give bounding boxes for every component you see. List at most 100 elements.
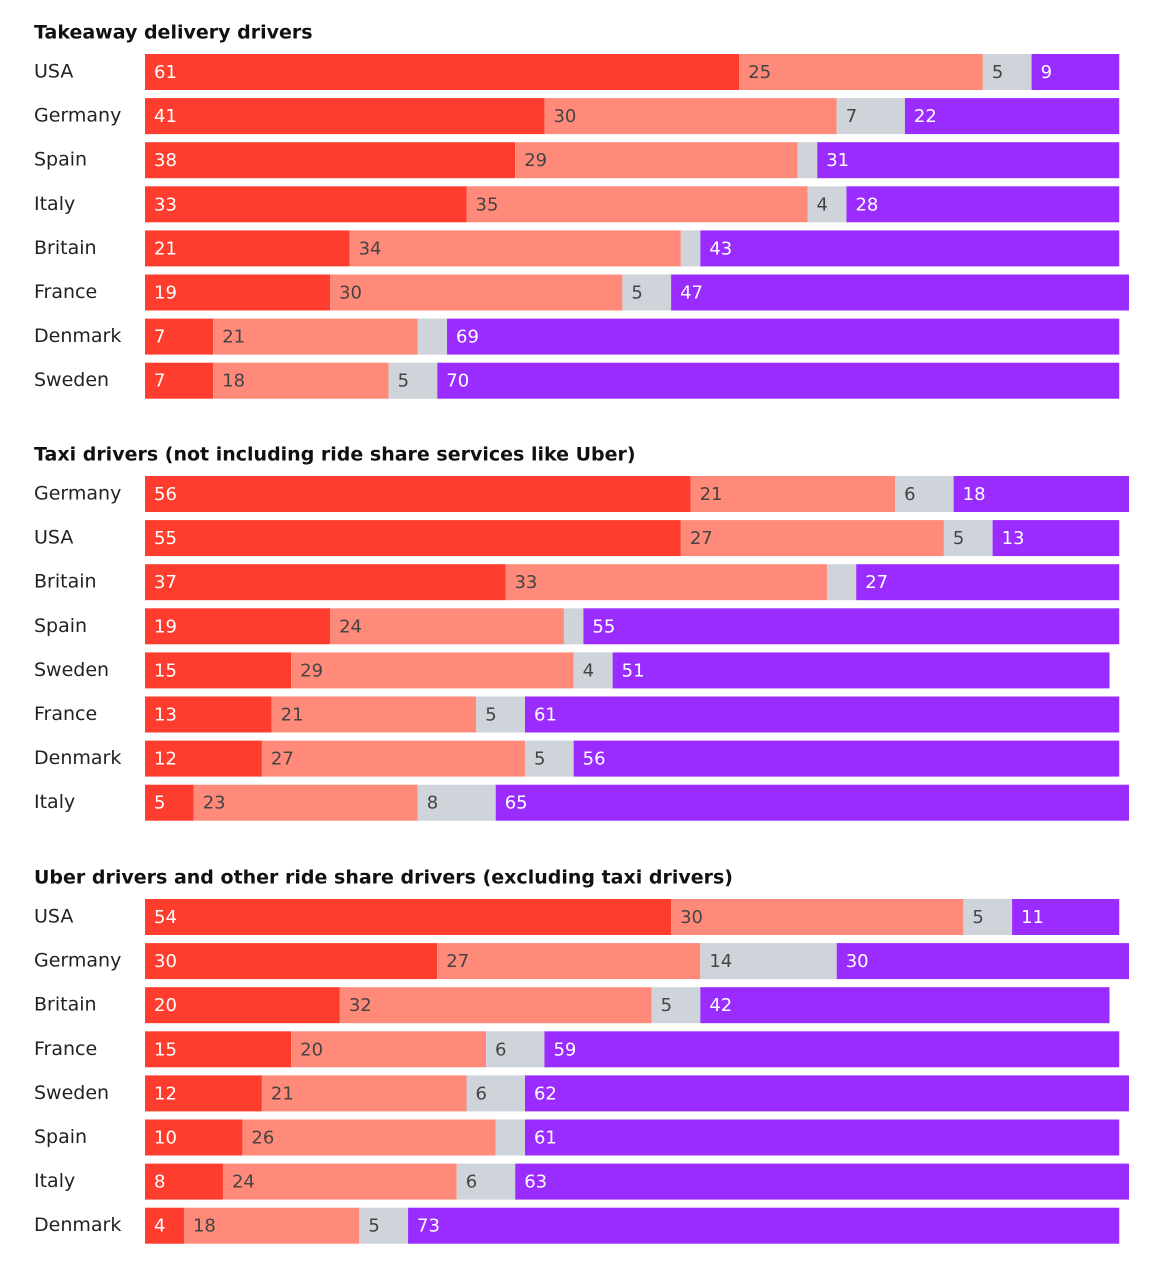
value-label: 38 (154, 150, 177, 171)
bar-segment (145, 1119, 243, 1156)
category-label: Italy (34, 1170, 75, 1192)
value-label: 30 (846, 951, 869, 972)
value-label: 23 (203, 793, 226, 814)
bar-segment (145, 696, 272, 733)
value-label: 13 (1002, 528, 1025, 549)
bar-segment (145, 1031, 292, 1068)
value-label: 21 (700, 484, 723, 505)
value-label: 56 (583, 749, 606, 770)
bar-segment (700, 943, 837, 980)
category-label: USA (34, 61, 73, 83)
value-label: 5 (953, 528, 964, 549)
bar-segment (807, 186, 847, 223)
bar-segment (836, 943, 1129, 980)
bar-segment (846, 186, 1120, 223)
value-label: 15 (154, 1039, 177, 1060)
bar-segment (193, 784, 418, 821)
value-label: 5 (398, 371, 409, 392)
value-label: 27 (271, 749, 294, 770)
bar-segment (963, 899, 1013, 935)
bar-segment (856, 564, 1120, 601)
value-label: 37 (154, 572, 177, 593)
bar-segment (651, 987, 701, 1024)
category-label: Spain (34, 615, 87, 637)
bar-segment (680, 520, 944, 557)
bar-segment (904, 98, 1120, 135)
category-label: France (34, 703, 97, 725)
value-label: 22 (914, 106, 937, 127)
bar-segment (456, 1163, 516, 1200)
bar-segment (895, 476, 954, 512)
bar-segment (485, 1031, 545, 1068)
bar-segment (330, 608, 564, 645)
value-label: 41 (154, 106, 177, 127)
category-label: Sweden (34, 1082, 109, 1104)
value-label: 62 (534, 1083, 557, 1104)
bar-segment (145, 943, 438, 980)
category-label: Spain (34, 149, 87, 171)
category-label: Britain (34, 994, 97, 1016)
bar-segment (222, 1163, 457, 1200)
bar-segment (145, 987, 340, 1024)
value-label: 6 (466, 1172, 477, 1193)
value-label: 27 (690, 528, 713, 549)
bar-segment (612, 652, 1110, 689)
bar-segment (573, 740, 1120, 777)
bar-segment (953, 476, 1129, 512)
value-label: 30 (680, 907, 703, 928)
bar-segment (417, 318, 448, 355)
bar-segment (145, 1163, 223, 1200)
value-label: 31 (826, 150, 849, 171)
value-label: 12 (154, 749, 177, 770)
bar-segment (145, 54, 740, 90)
bar-segment (145, 274, 331, 311)
bar-segment (145, 318, 214, 355)
bar-segment (145, 98, 545, 135)
value-label: 20 (300, 1039, 323, 1060)
value-label: 14 (709, 951, 732, 972)
value-label: 42 (709, 995, 732, 1016)
category-label: Spain (34, 1126, 87, 1148)
value-label: 61 (534, 705, 557, 726)
value-label: 73 (417, 1216, 440, 1237)
bar-segment (145, 740, 262, 777)
value-label: 8 (427, 793, 438, 814)
value-label: 33 (154, 194, 177, 215)
value-label: 56 (154, 484, 177, 505)
bar-segment (690, 476, 896, 512)
value-label: 18 (222, 371, 245, 392)
value-label: 20 (154, 995, 177, 1016)
bar-segment (680, 230, 701, 267)
chart-title: Taxi drivers (not including ride share s… (34, 444, 636, 466)
value-label: 34 (359, 238, 382, 259)
bar-segment (145, 1075, 262, 1112)
bar-segment (145, 784, 194, 821)
bar-segment (261, 740, 525, 777)
value-label: 24 (339, 616, 362, 637)
bar-segment (213, 362, 389, 399)
value-label: 32 (349, 995, 372, 1016)
bar-segment (145, 362, 214, 399)
category-label: Sweden (34, 659, 109, 681)
bar-segment (524, 696, 1120, 733)
value-label: 4 (583, 660, 594, 681)
value-label: 6 (476, 1083, 487, 1104)
bar-segment (408, 1207, 1120, 1244)
value-label: 10 (154, 1128, 177, 1149)
category-label: Denmark (34, 747, 121, 769)
bar-segment (145, 520, 681, 557)
category-label: Denmark (34, 325, 121, 347)
value-label: 35 (476, 194, 499, 215)
value-label: 5 (972, 907, 983, 928)
value-label: 63 (524, 1172, 547, 1193)
value-label: 26 (251, 1128, 274, 1149)
bar-segment (145, 476, 691, 512)
bar-segment (339, 987, 652, 1024)
value-label: 21 (222, 327, 245, 348)
bar-segment (417, 784, 496, 821)
bar-segment (563, 608, 584, 645)
bar-segment (495, 784, 1129, 821)
category-label: Italy (34, 791, 75, 813)
bar-segment (671, 274, 1129, 311)
